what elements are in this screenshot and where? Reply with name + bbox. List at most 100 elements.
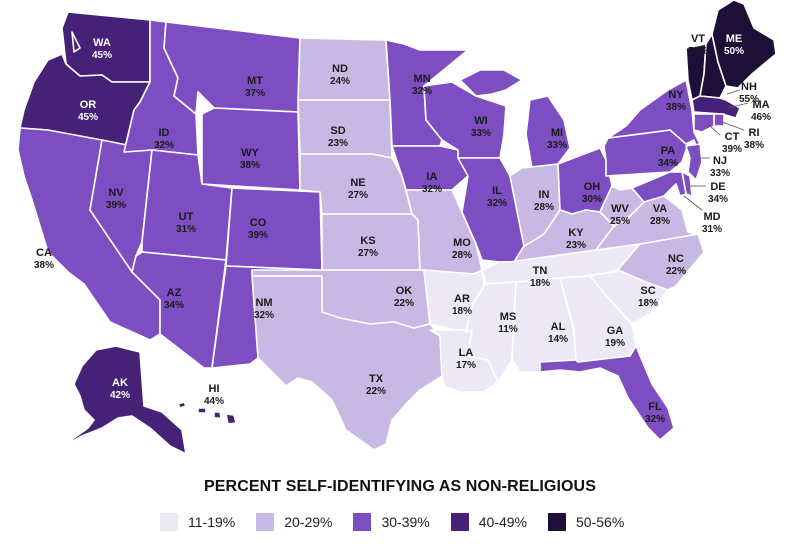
state-value: 38% — [744, 140, 764, 151]
legend-item: 20-29% — [256, 513, 332, 531]
state-label-al: AL 14% — [548, 321, 568, 345]
state-value: 32% — [412, 86, 432, 97]
state-label-ut: UT 31% — [176, 211, 196, 235]
legend-swatch — [353, 513, 372, 531]
state-label-md: MD 31% — [702, 211, 722, 235]
state-shape-ny — [607, 79, 701, 153]
state-shape-mt — [163, 21, 301, 115]
legend-swatch — [256, 513, 275, 531]
state-value: 32% — [487, 198, 507, 209]
state-abbr: SC — [640, 285, 655, 297]
state-abbr: OH — [584, 181, 601, 193]
state-value: 55% — [739, 94, 759, 105]
state-abbr: LA — [459, 347, 474, 359]
leader-line — [721, 121, 745, 131]
state-shape-wy — [201, 107, 301, 191]
state-abbr: HI — [209, 383, 220, 395]
state-label-ma: MA 46% — [751, 99, 771, 123]
state-label-ct: CT 39% — [722, 131, 742, 155]
state-label-wv: WV 25% — [610, 203, 630, 227]
state-label-nd: ND 24% — [330, 63, 350, 87]
leader-line — [727, 102, 749, 109]
state-abbr: AL — [551, 321, 566, 333]
state-label-ne: NE 27% — [348, 177, 368, 201]
state-label-wi: WI 33% — [471, 115, 491, 139]
state-abbr: NY — [668, 89, 684, 101]
state-abbr: WV — [611, 203, 629, 215]
state-abbr: SD — [330, 125, 345, 137]
state-label-va: VA 28% — [650, 203, 670, 227]
state-abbr: MT — [247, 75, 263, 87]
state-label-co: CO 39% — [248, 217, 268, 241]
state-abbr: CO — [250, 217, 267, 229]
state-shape-tx — [251, 275, 443, 451]
state-value: 39% — [248, 230, 268, 241]
state-label-vt: VT 56% — [688, 33, 708, 57]
state-abbr: AZ — [167, 287, 182, 299]
state-shape-me — [711, 0, 777, 89]
state-value: 32% — [154, 140, 174, 151]
state-label-sc: SC 18% — [638, 285, 658, 309]
state-value: 37% — [245, 88, 265, 99]
state-label-ca: CA 38% — [34, 247, 54, 271]
state-label-hi: HI 44% — [204, 383, 224, 407]
state-value: 19% — [605, 338, 625, 349]
state-shape-ma — [691, 95, 741, 119]
legend-label: 20-29% — [284, 514, 333, 530]
leader-line — [726, 89, 741, 95]
leader-line — [707, 123, 721, 136]
state-abbr: TX — [369, 373, 384, 385]
state-shapes — [17, 0, 777, 455]
state-value: 33% — [547, 140, 567, 151]
state-label-la: LA 17% — [456, 347, 476, 371]
state-label-mi: MI 33% — [547, 127, 567, 151]
state-label-ak: AK 42% — [110, 377, 130, 401]
state-value: 46% — [751, 112, 771, 123]
state-abbr: DE — [710, 181, 725, 193]
state-value: 32% — [254, 310, 274, 321]
state-shape-co — [225, 187, 323, 271]
state-label-ks: KS 27% — [358, 235, 378, 259]
state-label-nm: NM 32% — [254, 297, 274, 321]
legend-swatch — [160, 513, 178, 531]
state-value: 25% — [610, 216, 630, 227]
state-abbr: KS — [360, 235, 375, 247]
state-abbr: MI — [551, 127, 563, 139]
state-abbr: OK — [396, 285, 413, 297]
state-label-nj: NJ 33% — [710, 155, 730, 179]
state-label-pa: PA 34% — [658, 145, 678, 169]
state-label-mo: MO 28% — [452, 237, 472, 261]
legend-item: 30-39% — [353, 513, 430, 531]
state-abbr: MO — [453, 237, 471, 249]
state-abbr: NC — [668, 253, 684, 265]
state-label-ri: RI 38% — [744, 127, 764, 151]
state-value: 45% — [78, 112, 98, 123]
state-abbr: NH — [741, 81, 757, 93]
state-value: 18% — [530, 278, 550, 289]
state-label-mn: MN 32% — [412, 73, 432, 97]
state-label-tn: TN 18% — [530, 265, 550, 289]
state-abbr: ND — [332, 63, 348, 75]
state-value: 39% — [106, 200, 126, 211]
state-value: 32% — [645, 414, 665, 425]
state-label-nv: NV 39% — [106, 187, 126, 211]
state-abbr: VT — [691, 33, 705, 45]
state-label-sd: SD 23% — [328, 125, 348, 149]
legend-label: 40-49% — [478, 514, 528, 530]
legend-swatch — [450, 513, 469, 531]
state-label-wa: WA 45% — [92, 37, 112, 61]
state-abbr: IA — [427, 171, 438, 183]
legend-title: PERCENT SELF-IDENTIFYING AS NON-RELIGIOU… — [204, 478, 596, 495]
state-value: 38% — [34, 260, 54, 271]
legend-swatch — [548, 513, 567, 531]
state-abbr: WY — [241, 147, 259, 159]
state-value: 42% — [110, 390, 130, 401]
state-abbr: NV — [108, 187, 124, 199]
state-label-ms: MS 11% — [498, 311, 518, 335]
state-label-ar: AR 18% — [452, 293, 472, 317]
state-value: 31% — [702, 224, 722, 235]
state-value: 27% — [358, 248, 378, 259]
state-label-me: ME 50% — [724, 33, 744, 57]
state-abbr: GA — [607, 325, 624, 337]
